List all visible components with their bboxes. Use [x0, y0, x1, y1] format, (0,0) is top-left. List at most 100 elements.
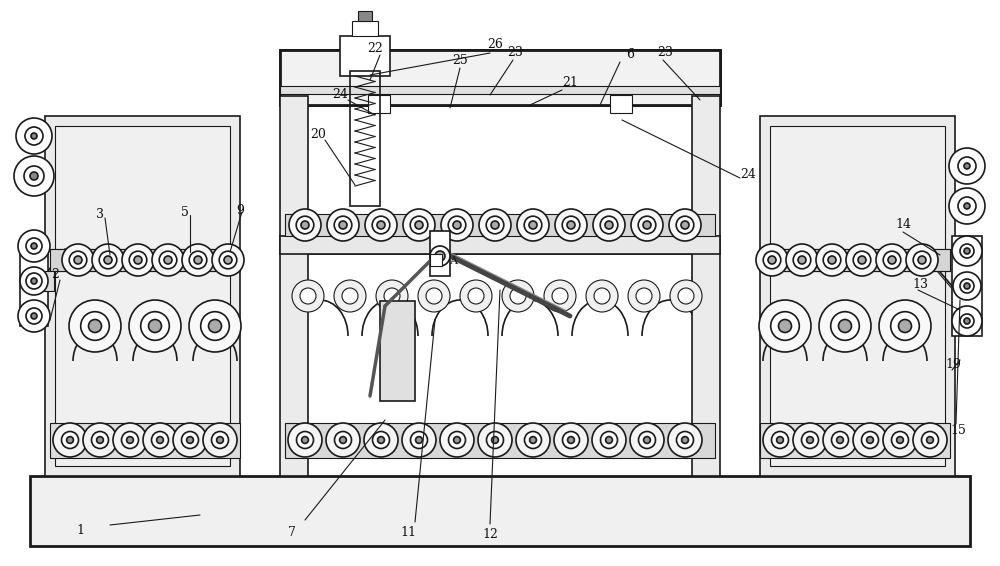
Circle shape: [964, 248, 970, 254]
Circle shape: [502, 280, 534, 312]
Circle shape: [24, 166, 44, 186]
Bar: [285, 214, 715, 236]
Circle shape: [486, 216, 504, 234]
Circle shape: [605, 221, 613, 229]
Circle shape: [302, 436, 308, 443]
Circle shape: [807, 436, 813, 443]
Circle shape: [189, 300, 241, 352]
Circle shape: [681, 221, 689, 229]
Circle shape: [301, 221, 309, 229]
Circle shape: [491, 221, 499, 229]
Circle shape: [217, 436, 223, 443]
Circle shape: [402, 423, 436, 457]
Circle shape: [678, 288, 694, 304]
Circle shape: [960, 244, 974, 258]
Bar: [760, 423, 950, 458]
Circle shape: [949, 148, 985, 184]
Circle shape: [164, 256, 172, 264]
Circle shape: [448, 216, 466, 234]
Bar: [45, 116, 240, 476]
Circle shape: [798, 256, 806, 264]
Circle shape: [906, 244, 938, 276]
Circle shape: [31, 243, 37, 249]
Circle shape: [31, 313, 37, 319]
Circle shape: [152, 431, 168, 448]
Circle shape: [517, 209, 549, 241]
Circle shape: [25, 127, 43, 145]
Circle shape: [92, 431, 108, 448]
Circle shape: [879, 300, 931, 352]
Circle shape: [478, 423, 512, 457]
Circle shape: [62, 431, 78, 448]
Text: 23: 23: [507, 45, 523, 58]
Circle shape: [334, 431, 352, 448]
Circle shape: [159, 251, 177, 269]
Circle shape: [448, 431, 466, 448]
Text: 3: 3: [96, 208, 104, 221]
Circle shape: [668, 423, 702, 457]
Bar: [50, 249, 240, 271]
Bar: [358, 11, 372, 21]
Circle shape: [897, 436, 903, 443]
Circle shape: [793, 423, 827, 457]
Bar: [350, 71, 380, 206]
Circle shape: [682, 436, 688, 443]
Text: 11: 11: [400, 525, 416, 538]
Circle shape: [858, 256, 866, 264]
Circle shape: [334, 280, 366, 312]
Circle shape: [122, 431, 138, 448]
Circle shape: [592, 423, 626, 457]
Circle shape: [867, 436, 873, 443]
Circle shape: [212, 431, 228, 448]
Circle shape: [670, 280, 702, 312]
Circle shape: [129, 251, 147, 269]
Circle shape: [793, 251, 811, 269]
Circle shape: [562, 216, 580, 234]
Circle shape: [18, 230, 50, 262]
Circle shape: [562, 431, 580, 448]
Circle shape: [853, 423, 887, 457]
Circle shape: [669, 209, 701, 241]
Circle shape: [18, 300, 50, 332]
Circle shape: [759, 300, 811, 352]
Circle shape: [143, 423, 177, 457]
Text: A: A: [449, 256, 457, 266]
Circle shape: [288, 423, 322, 457]
Circle shape: [676, 216, 694, 234]
Circle shape: [327, 209, 359, 241]
Circle shape: [586, 280, 618, 312]
Text: 19: 19: [945, 358, 961, 371]
Circle shape: [219, 251, 237, 269]
Circle shape: [530, 436, 536, 443]
Circle shape: [554, 423, 588, 457]
Bar: [50, 423, 240, 458]
Text: 25: 25: [452, 54, 468, 66]
Circle shape: [416, 436, 422, 443]
Circle shape: [898, 319, 912, 332]
Circle shape: [212, 244, 244, 276]
Circle shape: [454, 436, 460, 443]
Circle shape: [891, 312, 919, 340]
Text: 6: 6: [626, 49, 634, 62]
Circle shape: [372, 216, 390, 234]
Circle shape: [964, 283, 970, 289]
Circle shape: [756, 244, 788, 276]
Circle shape: [964, 163, 970, 169]
Circle shape: [30, 172, 38, 180]
Circle shape: [600, 431, 618, 448]
Circle shape: [883, 423, 917, 457]
Circle shape: [16, 118, 52, 154]
Bar: [340, 36, 390, 76]
Circle shape: [460, 280, 492, 312]
Circle shape: [771, 312, 799, 340]
Circle shape: [453, 221, 461, 229]
Circle shape: [300, 288, 316, 304]
Circle shape: [99, 251, 117, 269]
Circle shape: [958, 197, 976, 215]
Circle shape: [768, 256, 776, 264]
Circle shape: [189, 251, 207, 269]
Circle shape: [415, 221, 423, 229]
Circle shape: [372, 431, 390, 448]
Circle shape: [823, 423, 857, 457]
Circle shape: [631, 209, 663, 241]
